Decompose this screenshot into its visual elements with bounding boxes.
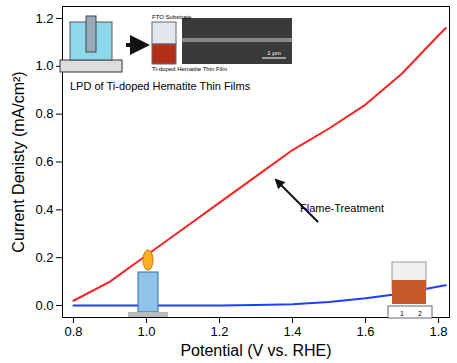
svg-text:Ti-doped Hematite Thin Film: Ti-doped Hematite Thin Film [152,66,227,72]
svg-text:0.8: 0.8 [64,324,82,339]
svg-text:1.6: 1.6 [356,324,374,339]
svg-text:1.0: 1.0 [35,58,53,73]
svg-text:FTO Substrate: FTO Substrate [152,14,192,20]
svg-text:1.8: 1.8 [430,324,448,339]
svg-text:1.2: 1.2 [210,324,228,339]
svg-text:0.0: 0.0 [35,298,53,313]
svg-text:Current Denisty (mA/cm²): Current Denisty (mA/cm²) [10,71,27,252]
svg-text:1.4: 1.4 [283,324,301,339]
svg-text:1.0: 1.0 [137,324,155,339]
svg-text:LPD of Ti-doped Hematite Thin: LPD of Ti-doped Hematite Thin Films [70,80,251,92]
svg-text:Flame-Treatment: Flame-Treatment [300,202,384,214]
svg-text:Potential (V vs. RHE): Potential (V vs. RHE) [180,342,331,359]
svg-text:1: 1 [400,310,404,317]
svg-text:0.6: 0.6 [35,154,53,169]
svg-text:1.2: 1.2 [35,11,53,26]
svg-text:0.2: 0.2 [35,250,53,265]
svg-text:1 μm: 1 μm [267,50,280,56]
svg-text:0.8: 0.8 [35,106,53,121]
svg-text:2: 2 [418,310,422,317]
svg-text:0.4: 0.4 [35,202,53,217]
